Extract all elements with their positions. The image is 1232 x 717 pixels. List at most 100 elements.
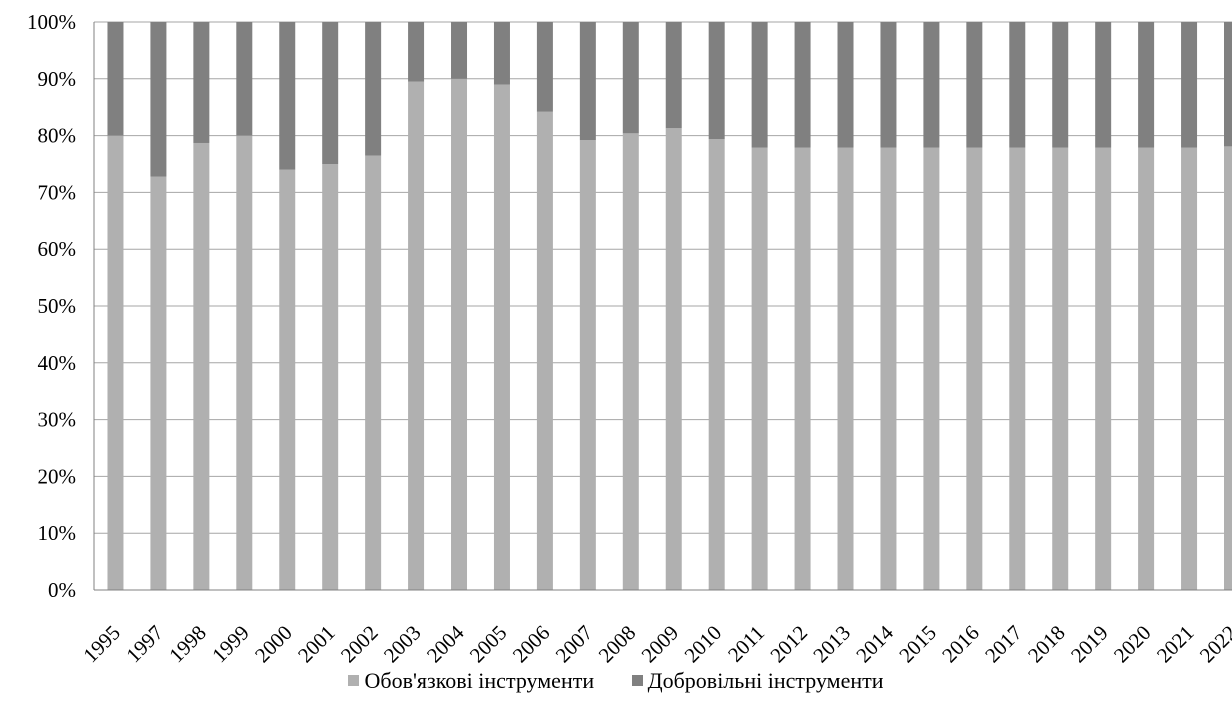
bar-segment-voluntary [1095,22,1112,148]
bars [107,22,1232,591]
x-tick-label: 2001 [293,621,340,668]
bar-segment-voluntary [107,22,124,136]
x-tick-label: 1995 [78,621,125,668]
bar-segment-voluntary [1009,22,1026,148]
bar-segment-voluntary [1181,22,1198,148]
axes [93,22,1232,591]
y-tick-label: 40% [38,351,77,375]
bar-segment-voluntary [408,22,425,82]
bar-segment-voluntary [837,22,854,148]
bar-segment-mandatory [1138,147,1155,590]
bar-segment-mandatory [536,111,553,590]
bar-segment-voluntary [1224,22,1232,147]
x-tick-label: 2018 [1023,621,1070,668]
bar-segment-mandatory [451,78,468,591]
legend: Обов'язкові інструменти Добровільні інст… [0,666,1232,694]
bar-segment-voluntary [966,22,983,148]
bar-segment-mandatory [1181,147,1198,590]
bar-segment-mandatory [665,128,682,590]
bar-segment-voluntary [322,22,339,164]
bar-segment-mandatory [880,147,897,590]
bar-segment-mandatory [837,147,854,590]
y-tick-label: 90% [38,67,77,91]
bar-segment-mandatory [193,142,210,590]
legend-label-voluntary: Добровільні інструменти [647,667,884,693]
x-tick-label: 2002 [336,621,383,668]
y-tick-label: 50% [38,294,77,318]
bar-segment-voluntary [365,22,382,156]
x-tick-label: 2007 [551,621,598,668]
x-tick-label: 1998 [164,621,211,668]
bar-segment-mandatory [493,84,510,590]
legend-swatch-mandatory [348,675,360,686]
legend-item-mandatory: Обов'язкові інструменти [348,668,594,694]
x-tick-label: 2021 [1152,621,1199,668]
bar-segment-voluntary [536,22,553,112]
legend-label-mandatory: Обов'язкові інструменти [364,667,595,693]
bar-segment-mandatory [751,147,768,590]
bar-segment-mandatory [322,164,339,590]
bar-segment-mandatory [1224,146,1232,590]
bar-segment-voluntary [236,22,253,136]
bar-segment-voluntary [708,22,725,140]
x-tick-label: 2003 [379,621,426,668]
x-tick-label: 2016 [937,621,984,668]
bar-segment-voluntary [579,22,596,141]
bar-segment-mandatory [923,147,940,590]
bar-segment-mandatory [579,140,596,591]
x-tick-label: 2005 [465,621,512,668]
x-tick-label: 2019 [1066,621,1113,668]
bar-segment-mandatory [966,147,983,590]
bar-segment-voluntary [751,22,768,148]
x-tick-label: 2009 [637,621,684,668]
x-tick-label: 2012 [765,621,812,668]
bar-segment-voluntary [193,22,210,143]
x-tick-label: 1999 [207,621,254,668]
bar-segment-voluntary [451,22,468,79]
x-tick-label: 2011 [723,621,769,667]
bar-segment-mandatory [794,147,811,590]
bar-segment-voluntary [880,22,897,148]
x-axis-ticks: 1995199719981999200020012002200320042005… [78,620,1232,667]
x-tick-label: 2008 [594,621,641,668]
bar-segment-mandatory [622,133,639,590]
bar-segment-mandatory [1095,147,1112,590]
x-tick-label: 2004 [422,620,469,667]
y-tick-label: 30% [38,408,77,432]
x-tick-label: 2010 [680,621,727,668]
x-tick-label: 2015 [894,621,941,668]
bar-segment-voluntary [665,22,682,129]
x-tick-label: 2017 [980,621,1027,668]
y-tick-label: 0% [48,578,76,602]
bar-segment-mandatory [1009,147,1026,590]
legend-swatch-voluntary [631,675,643,686]
y-tick-label: 60% [38,237,77,261]
x-tick-label: 2022 [1195,621,1232,668]
bar-segment-voluntary [150,22,167,177]
bar-segment-mandatory [279,169,296,590]
bar-segment-voluntary [1138,22,1155,148]
y-tick-label: 100% [27,10,76,34]
x-tick-label: 2020 [1109,621,1156,668]
bar-segment-mandatory [1052,147,1069,590]
bar-segment-voluntary [622,22,639,134]
y-tick-label: 20% [38,464,77,488]
x-tick-label: 2013 [808,621,855,668]
x-tick-label: 2014 [851,620,898,667]
bar-segment-mandatory [150,176,167,590]
legend-item-voluntary: Добровільні інструменти [631,667,884,694]
bar-segment-mandatory [107,135,124,590]
bar-segment-voluntary [923,22,940,148]
bar-segment-voluntary [1052,22,1069,148]
x-tick-label: 2006 [508,621,555,668]
y-axis-ticks: 0% 10% 20% 30% 40% 50% 60% 70% 80% 90% 100% [27,10,76,602]
bar-segment-voluntary [279,22,296,170]
bar-segment-mandatory [236,135,253,590]
y-tick-label: 80% [38,124,77,148]
x-tick-label: 2000 [250,621,297,668]
x-tick-label: 1997 [121,621,168,668]
y-tick-label: 10% [38,521,77,545]
bar-segment-mandatory [365,155,382,591]
bar-segment-voluntary [493,22,510,85]
